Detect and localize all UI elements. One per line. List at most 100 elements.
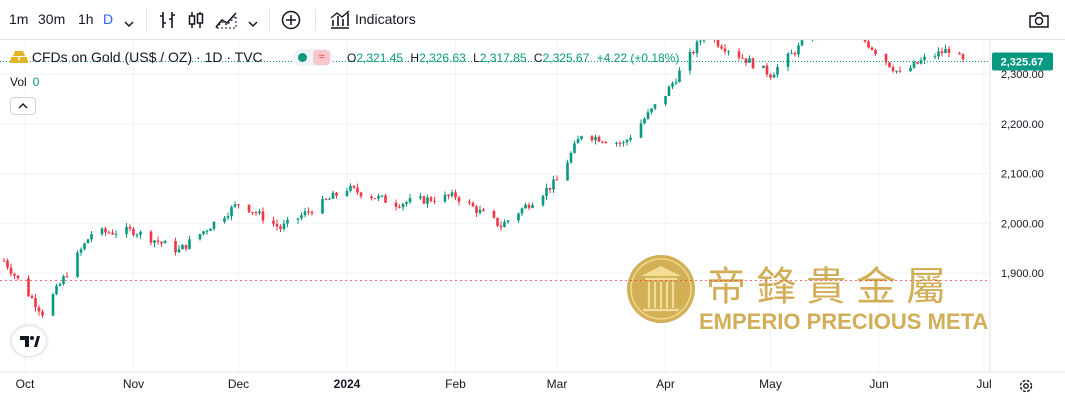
candle-body	[555, 179, 559, 181]
candle-body	[275, 223, 279, 227]
candle-body	[65, 276, 69, 278]
add-symbol-icon[interactable]	[281, 10, 301, 35]
candle-body	[898, 70, 902, 72]
candle-body	[643, 118, 646, 124]
candles-chart-type-icon[interactable]	[186, 10, 206, 35]
candle-body	[279, 226, 282, 230]
camera-icon[interactable]	[1028, 10, 1050, 35]
symbol-legend[interactable]: CFDs on Gold (US$ / OZ) · 1D · TVC	[10, 49, 263, 65]
candle-body	[944, 48, 947, 54]
candle-body	[76, 252, 79, 277]
price-chart[interactable]: 帝鋒貴金屬 EMPERIO PRECIOUS METALS 2,400.002,…	[0, 40, 1065, 404]
candle-body	[447, 194, 450, 197]
candle-body	[174, 240, 177, 253]
candle-body	[664, 96, 667, 105]
candle-body	[891, 67, 895, 72]
candle-body	[261, 211, 265, 221]
toolbar-divider	[146, 9, 147, 31]
candle-body	[349, 185, 352, 191]
candle-body	[181, 244, 184, 250]
candle-body	[937, 51, 940, 57]
candle-body	[737, 51, 741, 58]
interval-1m-button[interactable]: 1m	[9, 11, 29, 27]
low-value: 2,317.85	[479, 51, 527, 65]
candle-body	[212, 221, 216, 229]
price-axis: 2,400.002,300.002,200.002,100.002,000.00…	[989, 40, 1065, 404]
candle-body	[468, 201, 471, 203]
high-value: 2,326.63	[419, 51, 466, 65]
toolbar-divider	[315, 9, 316, 31]
last-price-tag	[992, 52, 1053, 71]
candle-body	[772, 74, 776, 78]
interval-1h-button[interactable]: 1h	[78, 11, 94, 27]
candle-body	[548, 187, 552, 190]
interval-d-button[interactable]: D	[103, 11, 114, 27]
candle-body	[247, 204, 251, 213]
data-warning-icon[interactable]: ≈	[313, 50, 330, 65]
candle-body	[482, 209, 485, 212]
candle-body	[135, 234, 139, 236]
candle-body	[590, 136, 594, 141]
candle-body	[223, 218, 226, 222]
candle-body	[727, 51, 730, 53]
candle-body	[300, 215, 303, 219]
candle-body	[867, 41, 870, 48]
area-chart-type-icon[interactable]	[214, 10, 238, 35]
candle-body	[769, 74, 772, 78]
candle-body	[629, 137, 632, 140]
candle-body	[153, 240, 156, 243]
collapse-legend-button[interactable]	[10, 97, 36, 115]
indicators-button[interactable]: Indicators	[355, 11, 416, 27]
candle-body	[923, 56, 926, 61]
candle-body	[506, 220, 510, 222]
candle-body	[573, 143, 576, 153]
chevron-down-icon[interactable]	[248, 15, 258, 33]
candle-body	[149, 231, 153, 243]
candle-body	[62, 276, 65, 284]
candle-body	[475, 206, 478, 213]
tradingview-logo[interactable]	[12, 326, 46, 356]
candle-body	[394, 202, 398, 207]
bar-chart-type-icon[interactable]	[158, 10, 178, 35]
candle-body	[111, 232, 114, 235]
candle-body	[692, 51, 695, 54]
candle-body	[177, 249, 181, 253]
candle-body	[790, 52, 793, 54]
x-tick-label: Jun	[869, 377, 888, 391]
candle-body	[58, 283, 62, 286]
candle-body	[961, 54, 965, 60]
x-tick-label: Nov	[123, 377, 144, 391]
x-tick-label: May	[759, 377, 782, 391]
candle-body	[909, 67, 912, 72]
candle-body	[720, 46, 723, 49]
candle-body	[741, 57, 744, 59]
symbol-title: CFDs on Gold (US$ / OZ) · 1D · TVC	[31, 49, 263, 65]
candle-body	[958, 52, 961, 55]
candle-body	[916, 62, 919, 64]
candle-body	[450, 192, 454, 197]
candle-body	[370, 196, 373, 199]
candle-body	[408, 198, 412, 203]
candle-body	[426, 197, 429, 204]
market-status-pill[interactable]: ≈	[293, 49, 333, 66]
candle-body	[100, 228, 104, 235]
candle-body	[237, 204, 240, 206]
candle-body	[702, 40, 706, 41]
gear-icon[interactable]	[1018, 378, 1034, 399]
volume-value: 0	[32, 75, 40, 89]
candle-body	[188, 239, 191, 249]
interval-30m-button[interactable]: 30m	[38, 11, 66, 27]
candle-body	[34, 297, 37, 308]
indicators-icon[interactable]	[329, 10, 351, 35]
candle-body	[870, 47, 874, 50]
candle-body	[919, 60, 923, 64]
candle-body	[751, 58, 755, 69]
candle-body	[6, 260, 9, 268]
candle-body	[601, 141, 604, 143]
candle-body	[37, 307, 41, 312]
x-tick-label: 2024	[334, 377, 361, 391]
candle-body	[653, 104, 657, 109]
candle-body	[30, 296, 34, 298]
candle-body	[884, 53, 888, 63]
chevron-down-icon[interactable]	[124, 15, 134, 33]
